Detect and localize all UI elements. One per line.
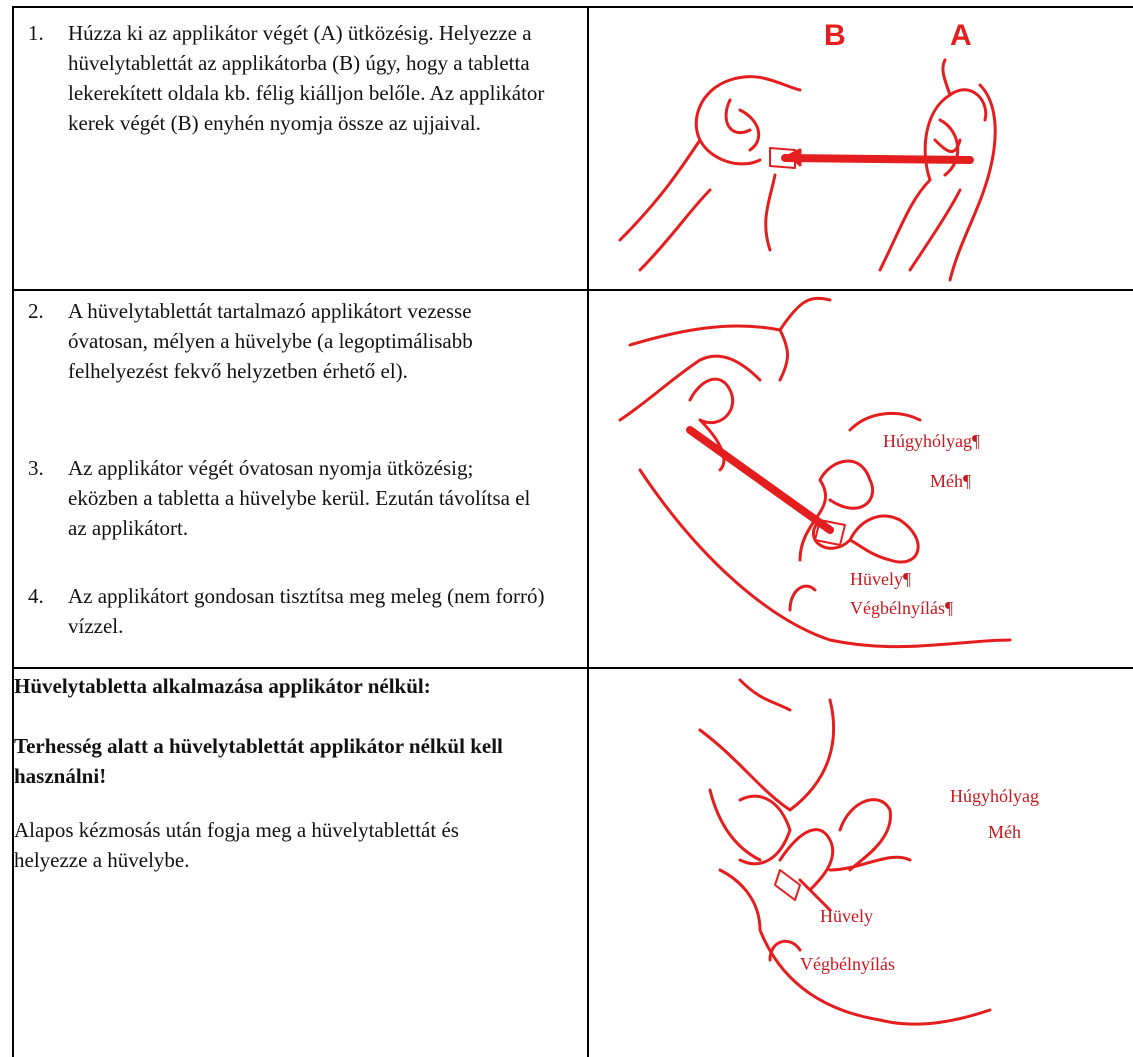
step-number: 3. xyxy=(28,456,44,480)
column-border xyxy=(587,6,589,1057)
step: 3. Az applikátor végét óvatosan nyomja ü… xyxy=(28,453,548,543)
step-number: 4. xyxy=(28,584,44,608)
step: 4. Az applikátort gondosan tisztítsa meg… xyxy=(28,581,588,641)
table-border xyxy=(12,6,1133,8)
instruction: Alapos kézmosás után fogja meg a hüvelyt… xyxy=(14,818,459,872)
figure-anatomy-applicator: Húgyhólyag¶ Méh¶ Hüvely¶ Végbélnyílás¶ xyxy=(618,296,1012,649)
warning: Terhesség alatt a hüvelytablettát applik… xyxy=(14,734,503,788)
step-text: Az applikátort gondosan tisztítsa meg me… xyxy=(68,584,545,638)
figure-label: Hüvely xyxy=(820,906,873,926)
figure-label: Méh xyxy=(988,822,1021,842)
figure-label: A xyxy=(950,19,972,52)
row-border xyxy=(12,667,1133,669)
row-border xyxy=(12,289,1133,291)
figure-label: Végbélnyílás xyxy=(800,954,895,974)
step-text: Húzza ki az applikátor végét (A) ütközés… xyxy=(68,21,545,135)
figure-label: Húgyhólyag¶ xyxy=(883,431,980,451)
figure-anatomy-finger: Húgyhólyag Méh Hüvely Végbélnyílás xyxy=(698,678,1039,1026)
step: 1. Húzza ki az applikátor végét (A) ütkö… xyxy=(28,18,558,138)
heading: Hüvelytabletta alkalmazása applikátor né… xyxy=(14,674,431,698)
table-border xyxy=(12,6,14,1057)
step: 2. A hüvelytablettát tartalmazó applikát… xyxy=(28,296,548,386)
figure-applicator: B A xyxy=(618,19,997,282)
step-number: 2. xyxy=(28,299,44,323)
step-text: Az applikátor végét óvatosan nyomja ütkö… xyxy=(68,456,531,540)
figure-label: Méh¶ xyxy=(930,471,971,491)
step-text: A hüvelytablettát tartalmazó applikátort… xyxy=(68,299,473,383)
figure-label: Hüvely¶ xyxy=(850,569,911,589)
step-number: 1. xyxy=(28,21,44,45)
figure-label: Végbélnyílás¶ xyxy=(850,598,953,618)
figure-label: Húgyhólyag xyxy=(950,786,1039,806)
figure-label: B xyxy=(824,19,846,52)
